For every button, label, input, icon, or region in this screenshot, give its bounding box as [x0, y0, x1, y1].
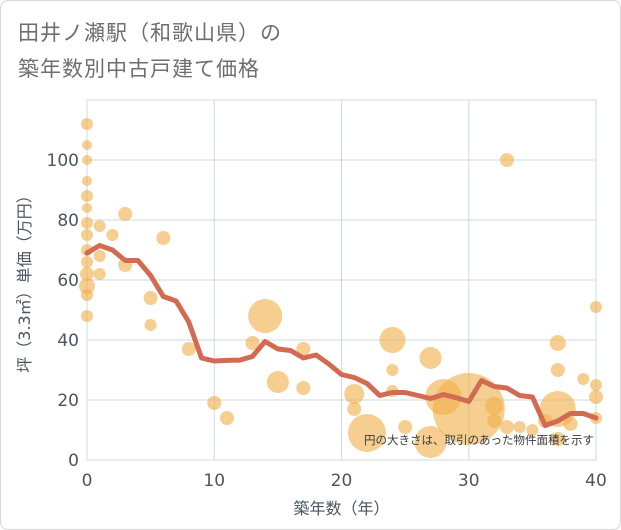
y-tick-label: 80 — [57, 211, 79, 231]
data-bubble — [590, 379, 602, 391]
data-bubble — [526, 424, 539, 436]
data-bubble — [248, 299, 283, 333]
data-bubble — [513, 421, 526, 433]
x-tick-label: 0 — [82, 471, 93, 491]
data-bubble — [93, 220, 106, 232]
x-tick-label: 30 — [458, 471, 480, 491]
data-bubble — [81, 190, 93, 202]
data-bubble — [181, 342, 196, 356]
y-tick-label: 0 — [68, 451, 79, 471]
data-bubble — [563, 417, 578, 431]
data-bubble — [577, 373, 590, 385]
data-bubble — [379, 327, 406, 353]
data-bubble — [118, 207, 133, 221]
data-bubble — [80, 267, 94, 281]
data-bubble — [344, 384, 365, 404]
data-bubble — [79, 278, 95, 294]
y-tick-label: 100 — [47, 151, 79, 171]
chart-title-line1: 田井ノ瀬駅（和歌山県）の — [18, 21, 282, 45]
data-bubble — [347, 402, 362, 416]
data-bubble — [81, 289, 93, 301]
data-bubble — [398, 420, 413, 434]
data-bubble — [81, 310, 93, 322]
data-bubble — [156, 231, 171, 245]
data-bubble — [499, 153, 514, 167]
data-bubble — [296, 342, 311, 356]
grid-lines — [86, 99, 597, 461]
data-bubble — [347, 414, 386, 452]
data-bubble — [81, 217, 93, 229]
data-bubbles — [79, 118, 603, 458]
data-bubble — [82, 176, 92, 186]
y-tick-label: 20 — [57, 391, 79, 411]
chart-title: 田井ノ瀬駅（和歌山県）の 築年数別中古戸建て価格 — [18, 15, 282, 87]
y-axis-label: 坪（3.3㎡）単価（万円） — [15, 187, 34, 372]
data-bubble — [386, 364, 399, 376]
chart-title-line2: 築年数別中古戸建て価格 — [18, 57, 260, 81]
data-bubble — [82, 140, 92, 150]
data-bubble — [487, 414, 502, 428]
x-tick-label: 10 — [203, 471, 225, 491]
y-tick-label: 60 — [57, 271, 79, 291]
average-line-group — [84, 243, 599, 428]
data-bubble — [81, 229, 93, 241]
data-bubble — [414, 426, 447, 458]
data-bubble — [245, 336, 260, 350]
data-bubble — [143, 291, 158, 305]
data-bubble — [106, 229, 119, 241]
data-bubble — [549, 335, 566, 351]
data-bubble — [266, 371, 289, 393]
data-bubble — [93, 268, 106, 280]
y-tick-label: 40 — [57, 331, 79, 351]
data-bubble — [81, 118, 93, 130]
data-bubble — [419, 347, 442, 369]
data-bubble — [296, 381, 311, 395]
data-bubble — [82, 155, 92, 165]
x-tick-label: 20 — [331, 471, 353, 491]
data-bubble — [207, 396, 222, 410]
data-bubble — [82, 203, 92, 213]
data-bubble — [589, 390, 603, 404]
x-axis-label: 築年数（年） — [293, 499, 389, 518]
average-line — [84, 243, 599, 428]
data-bubble — [93, 250, 106, 262]
data-bubble — [81, 256, 93, 268]
x-tick-label: 40 — [585, 471, 607, 491]
data-bubble — [550, 432, 565, 446]
data-bubble — [499, 420, 514, 434]
axis-ticks: 0 20 40 60 80 100 0 10 20 30 40 — [47, 151, 607, 491]
data-bubble — [219, 411, 234, 425]
data-bubble — [144, 319, 157, 331]
bubble-size-note: 円の大きさは、取引のあった物件面積を示す — [364, 433, 594, 447]
data-bubble — [590, 301, 602, 313]
data-bubble — [485, 397, 504, 415]
data-bubble — [550, 363, 565, 377]
